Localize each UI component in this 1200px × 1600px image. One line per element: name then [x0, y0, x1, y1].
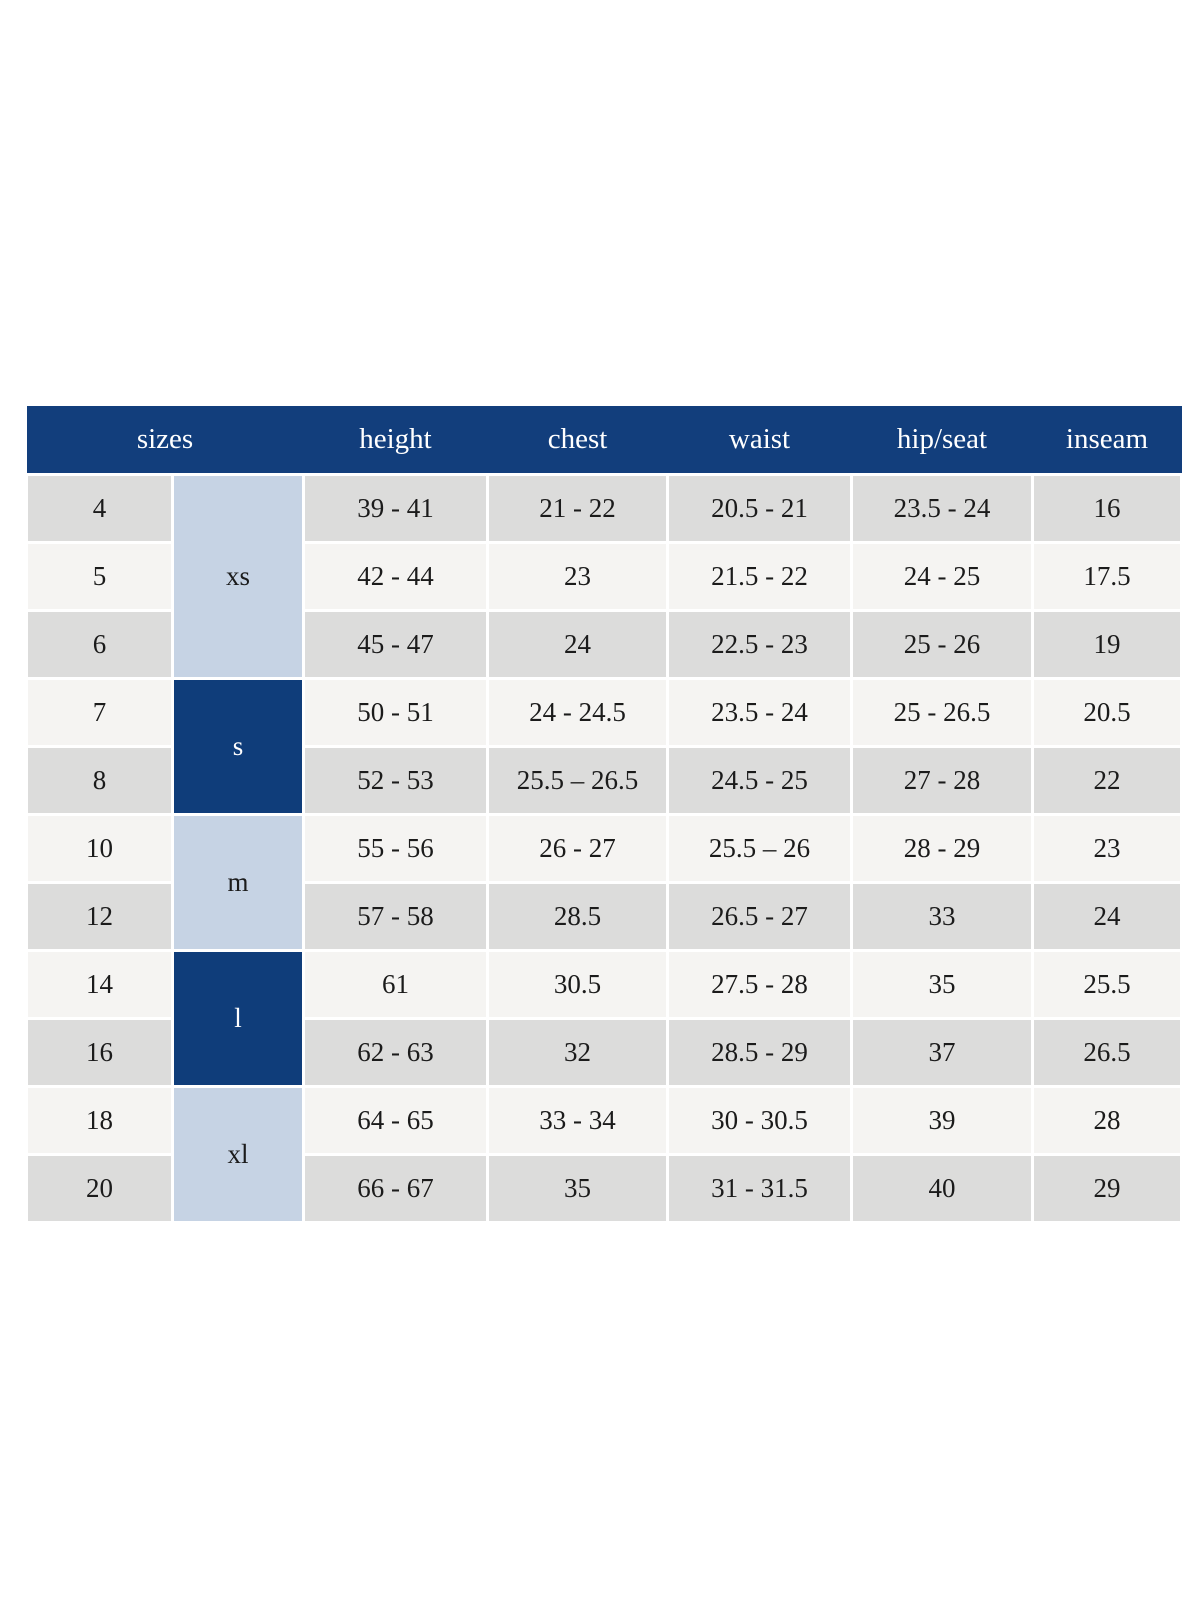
height-cell: 62 - 63: [302, 1017, 489, 1088]
table-row-size-18: 18 xl 64 - 65 33 - 34 30 - 30.5 39 28: [25, 1085, 1183, 1224]
hip-seat-cell: 28 - 29: [850, 813, 1034, 884]
size-cell: 8: [25, 745, 174, 816]
waist-cell: 30 - 30.5: [666, 1085, 853, 1156]
size-group-xl: xl: [171, 1085, 305, 1224]
inseam-cell: 24: [1031, 881, 1183, 952]
height-cell: 50 - 51: [302, 677, 489, 748]
hip-seat-cell: 40: [850, 1153, 1034, 1224]
chest-cell: 32: [486, 1017, 669, 1088]
chest-cell: 21 - 22: [486, 473, 669, 544]
table-row-size-20: 20 66 - 67 35 31 - 31.5 40 29: [25, 1153, 1183, 1224]
height-cell: 57 - 58: [302, 881, 489, 952]
inseam-cell: 25.5: [1031, 949, 1183, 1020]
chest-cell: 23: [486, 541, 669, 612]
col-header-waist: waist: [667, 406, 852, 475]
table-row-size-4: 4 xs 39 - 41 21 - 22 20.5 - 21 23.5 - 24…: [25, 473, 1183, 680]
inseam-cell: 19: [1031, 609, 1183, 680]
chest-cell: 35: [486, 1153, 669, 1224]
height-cell: 61: [302, 949, 489, 1020]
chest-cell: 33 - 34: [486, 1085, 669, 1156]
table-row-size-7: 7 s 50 - 51 24 - 24.5 23.5 - 24 25 - 26.…: [25, 677, 1183, 816]
col-header-inseam: inseam: [1032, 406, 1182, 475]
size-cell: 7: [25, 677, 174, 748]
height-cell: 52 - 53: [302, 745, 489, 816]
height-cell: 55 - 56: [302, 813, 489, 884]
size-group-s: s: [171, 677, 305, 816]
chest-cell: 30.5: [486, 949, 669, 1020]
waist-cell: 27.5 - 28: [666, 949, 853, 1020]
col-header-height: height: [303, 406, 488, 475]
size-cell: 16: [25, 1017, 174, 1088]
height-cell: 39 - 41: [302, 473, 489, 544]
inseam-cell: 16: [1031, 473, 1183, 544]
inseam-cell: 28: [1031, 1085, 1183, 1156]
size-cell: 6: [25, 609, 174, 680]
header-row: sizes height chest waist hip/seat inseam: [26, 406, 1182, 475]
col-header-hip-seat: hip/seat: [851, 406, 1033, 475]
table-row-size-10: 10 m 55 - 56 26 - 27 25.5 – 26 28 - 29 2…: [25, 813, 1183, 952]
chest-cell: 26 - 27: [486, 813, 669, 884]
hip-seat-cell: 24 - 25: [850, 541, 1034, 612]
waist-cell: 23.5 - 24: [666, 677, 853, 748]
size-cell: 14: [25, 949, 174, 1020]
size-group-m: m: [171, 813, 305, 952]
size-chart-table: sizes height chest waist hip/seat inseam…: [25, 406, 1183, 1224]
waist-cell: 25.5 – 26: [666, 813, 853, 884]
inseam-cell: 22: [1031, 745, 1183, 816]
size-group-xs: xs: [171, 473, 305, 680]
inseam-cell: 29: [1031, 1153, 1183, 1224]
height-cell: 66 - 67: [302, 1153, 489, 1224]
waist-cell: 31 - 31.5: [666, 1153, 853, 1224]
waist-cell: 22.5 - 23: [666, 609, 853, 680]
table-row-size-8: 8 52 - 53 25.5 – 26.5 24.5 - 25 27 - 28 …: [25, 745, 1183, 816]
col-header-sizes: sizes: [26, 406, 304, 475]
inseam-cell: 26.5: [1031, 1017, 1183, 1088]
hip-seat-cell: 25 - 26.5: [850, 677, 1034, 748]
chest-cell: 28.5: [486, 881, 669, 952]
waist-cell: 26.5 - 27: [666, 881, 853, 952]
size-cell: 4: [25, 473, 174, 544]
chest-cell: 25.5 – 26.5: [486, 745, 669, 816]
size-cell: 12: [25, 881, 174, 952]
size-cell: 10: [25, 813, 174, 884]
inseam-cell: 17.5: [1031, 541, 1183, 612]
size-cell: 18: [25, 1085, 174, 1156]
table-row-size-12: 12 57 - 58 28.5 26.5 - 27 33 24: [25, 881, 1183, 952]
inseam-cell: 20.5: [1031, 677, 1183, 748]
chest-cell: 24: [486, 609, 669, 680]
waist-cell: 20.5 - 21: [666, 473, 853, 544]
size-group-l: l: [171, 949, 305, 1088]
table-row-size-6: 6 45 - 47 24 22.5 - 23 25 - 26 19: [25, 609, 1183, 680]
table-row-size-14: 14 l 61 30.5 27.5 - 28 35 25.5: [25, 949, 1183, 1088]
size-cell: 5: [25, 541, 174, 612]
hip-seat-cell: 39: [850, 1085, 1034, 1156]
height-cell: 42 - 44: [302, 541, 489, 612]
height-cell: 64 - 65: [302, 1085, 489, 1156]
hip-seat-cell: 25 - 26: [850, 609, 1034, 680]
waist-cell: 24.5 - 25: [666, 745, 853, 816]
col-header-chest: chest: [487, 406, 668, 475]
height-cell: 45 - 47: [302, 609, 489, 680]
table-row-size-5: 5 42 - 44 23 21.5 - 22 24 - 25 17.5: [25, 541, 1183, 612]
hip-seat-cell: 37: [850, 1017, 1034, 1088]
table-row-size-16: 16 62 - 63 32 28.5 - 29 37 26.5: [25, 1017, 1183, 1088]
waist-cell: 21.5 - 22: [666, 541, 853, 612]
hip-seat-cell: 35: [850, 949, 1034, 1020]
hip-seat-cell: 23.5 - 24: [850, 473, 1034, 544]
size-cell: 20: [25, 1153, 174, 1224]
hip-seat-cell: 33: [850, 881, 1034, 952]
inseam-cell: 23: [1031, 813, 1183, 884]
hip-seat-cell: 27 - 28: [850, 745, 1034, 816]
waist-cell: 28.5 - 29: [666, 1017, 853, 1088]
chest-cell: 24 - 24.5: [486, 677, 669, 748]
